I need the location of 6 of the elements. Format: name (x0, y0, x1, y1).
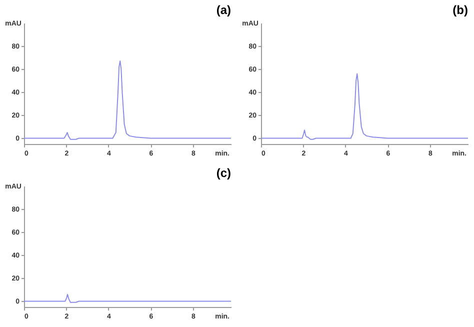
chart-title: (b) (452, 3, 468, 17)
chart-title: (c) (216, 166, 231, 180)
chart-title: (a) (216, 3, 231, 17)
line-series (24, 60, 231, 140)
line-series (261, 73, 468, 140)
line-series (24, 294, 231, 303)
